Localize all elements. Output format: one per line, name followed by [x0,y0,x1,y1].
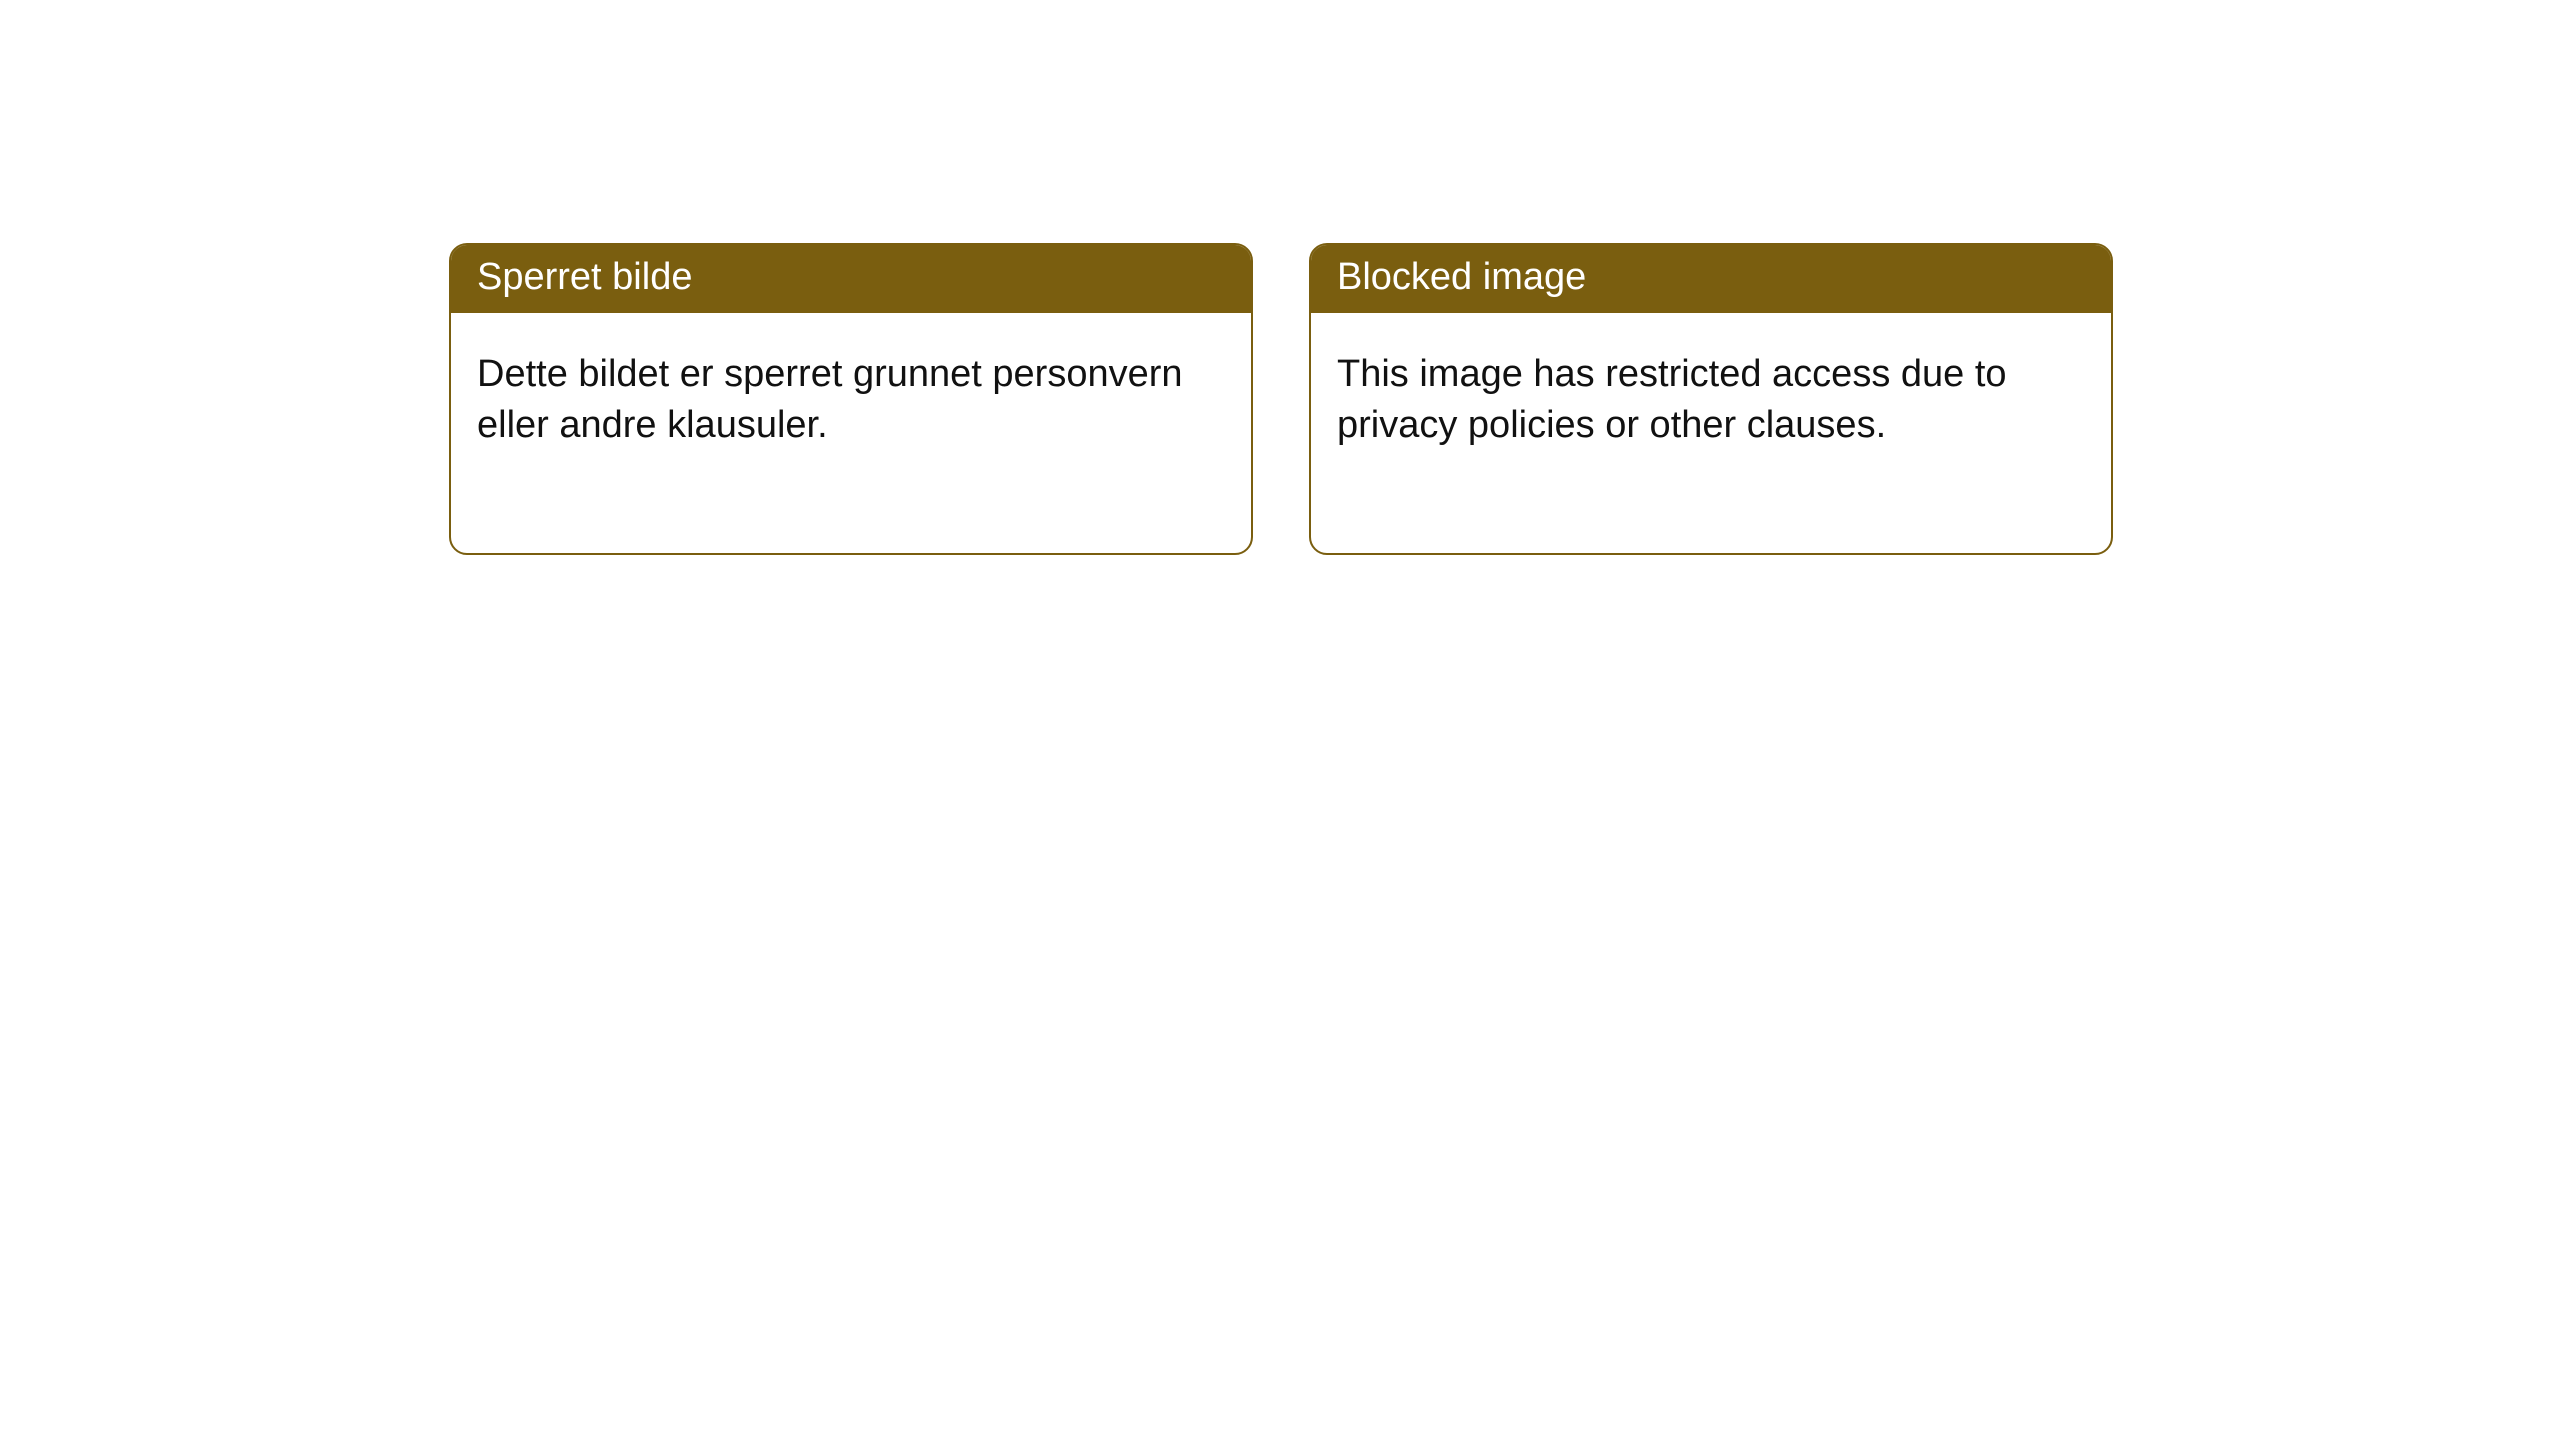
notice-title-no: Sperret bilde [451,245,1251,313]
notice-container: Sperret bilde Dette bildet er sperret gr… [449,243,2113,555]
notice-body-en: This image has restricted access due to … [1311,313,2111,553]
notice-title-en: Blocked image [1311,245,2111,313]
notice-body-no: Dette bildet er sperret grunnet personve… [451,313,1251,553]
notice-box-en: Blocked image This image has restricted … [1309,243,2113,555]
notice-box-no: Sperret bilde Dette bildet er sperret gr… [449,243,1253,555]
